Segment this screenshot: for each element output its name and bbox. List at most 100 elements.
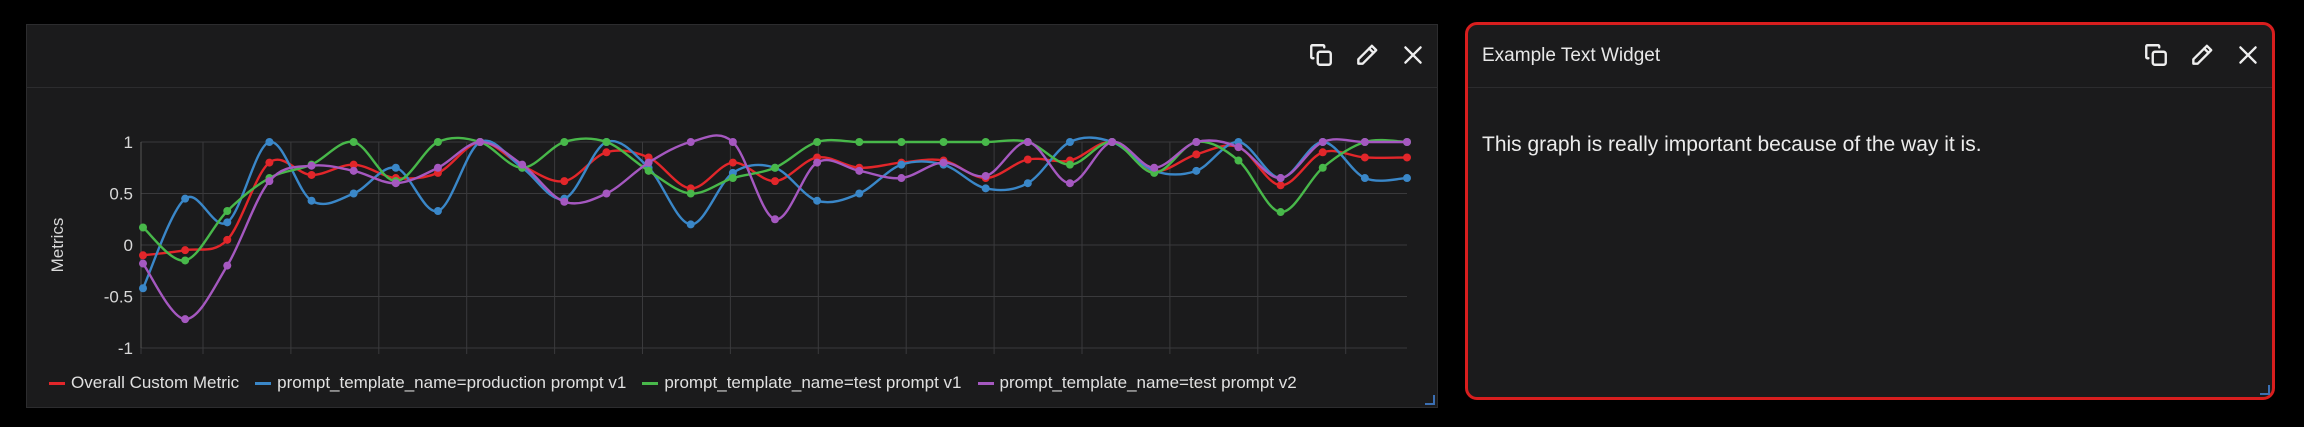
- data-point: [307, 161, 316, 170]
- duplicate-button[interactable]: [1305, 39, 1337, 71]
- y-tick-label: 0.5: [109, 185, 133, 204]
- data-point: [181, 246, 190, 255]
- data-point: [771, 177, 779, 186]
- data-point: [349, 160, 358, 169]
- data-point: [771, 163, 779, 172]
- data-point: [349, 138, 358, 146]
- close-icon: [2239, 46, 2257, 64]
- data-point: [1276, 208, 1285, 217]
- data-point: [686, 189, 695, 198]
- data-point: [855, 166, 864, 175]
- legend-item[interactable]: prompt_template_name=test prompt v1: [642, 373, 962, 393]
- data-point: [1318, 148, 1327, 157]
- data-point: [855, 189, 864, 198]
- legend-swatch: [255, 381, 272, 385]
- y-tick-label: 1: [124, 133, 133, 152]
- text-widget-header: Example Text Widget: [1468, 25, 2272, 88]
- legend-swatch: [49, 381, 65, 385]
- y-tick-label: 0: [124, 236, 133, 255]
- data-point: [1403, 174, 1411, 183]
- text-widget: Example Text Widget This graph is really…: [1465, 22, 2275, 400]
- data-point: [1276, 181, 1285, 190]
- resize-handle[interactable]: [1425, 395, 1435, 405]
- data-point: [771, 215, 779, 224]
- data-point: [897, 138, 906, 146]
- edit-button[interactable]: [1351, 39, 1383, 71]
- chart-widget-header: [27, 25, 1437, 88]
- data-point: [813, 196, 822, 205]
- data-point: [139, 223, 147, 232]
- data-point: [560, 138, 569, 146]
- data-point: [433, 207, 442, 216]
- data-point: [728, 158, 737, 167]
- legend-item[interactable]: prompt_template_name=test prompt v2: [977, 373, 1297, 393]
- data-point: [1065, 138, 1074, 146]
- close-button[interactable]: [1397, 39, 1429, 71]
- text-resize-handle[interactable]: [2260, 385, 2270, 395]
- data-point: [1023, 155, 1032, 164]
- data-point: [1023, 179, 1032, 188]
- data-point: [1150, 163, 1159, 172]
- data-point: [1234, 156, 1243, 165]
- data-point: [518, 160, 527, 169]
- series-line: [141, 136, 1408, 289]
- data-point: [939, 158, 948, 167]
- data-point: [476, 138, 485, 146]
- data-point: [265, 158, 274, 167]
- data-point: [1403, 138, 1411, 146]
- data-point: [1360, 153, 1369, 162]
- text-widget-actions: [2140, 39, 2264, 71]
- data-point: [728, 138, 737, 146]
- data-point: [1023, 138, 1032, 146]
- data-point: [433, 138, 442, 146]
- legend-label: prompt_template_name=test prompt v1: [664, 373, 962, 392]
- data-point: [391, 179, 400, 188]
- line-chart: -1-0.500.517PMDec 15Dec 17Dec 19Dec 21De…: [48, 133, 1411, 357]
- text-widget-body: This graph is really important because o…: [1482, 133, 1982, 156]
- text-edit-button[interactable]: [2186, 39, 2218, 71]
- data-point: [433, 163, 442, 172]
- data-point: [391, 163, 400, 172]
- data-point: [602, 189, 611, 198]
- data-point: [602, 138, 611, 146]
- legend-label: prompt_template_name=production prompt v…: [277, 373, 627, 392]
- data-point: [181, 256, 190, 265]
- data-point: [981, 171, 990, 180]
- legend-item[interactable]: prompt_template_name=production prompt v…: [255, 373, 626, 393]
- data-point: [1065, 160, 1074, 169]
- text-close-button[interactable]: [2232, 39, 2264, 71]
- legend-item[interactable]: Overall Custom Metric: [49, 373, 239, 393]
- text-duplicate-button[interactable]: [2140, 39, 2172, 71]
- data-point: [181, 315, 190, 324]
- y-axis-label: Metrics: [48, 218, 67, 273]
- data-point: [349, 166, 358, 175]
- data-point: [1065, 179, 1074, 188]
- data-point: [1276, 174, 1285, 183]
- data-point: [349, 189, 358, 198]
- legend-label: prompt_template_name=test prompt v2: [999, 373, 1297, 392]
- duplicate-icon: [2145, 44, 2167, 66]
- data-point: [223, 207, 232, 216]
- data-point: [939, 138, 948, 146]
- data-point: [1360, 138, 1369, 146]
- series-line: [142, 136, 1408, 262]
- data-point: [1318, 163, 1327, 172]
- pencil-icon: [2192, 44, 2213, 65]
- data-point: [1318, 138, 1327, 146]
- data-point: [813, 158, 822, 167]
- data-point: [1192, 166, 1201, 175]
- series-line: [142, 140, 1408, 257]
- data-point: [1192, 138, 1201, 146]
- data-point: [644, 166, 653, 175]
- data-point: [602, 148, 611, 157]
- chart-widget-actions: [1305, 39, 1429, 71]
- data-point: [686, 220, 695, 229]
- data-point: [981, 138, 990, 146]
- data-point: [223, 235, 232, 244]
- data-point: [1192, 150, 1201, 159]
- legend-swatch: [642, 381, 659, 385]
- data-point: [139, 251, 147, 260]
- data-point: [981, 184, 990, 193]
- data-point: [139, 259, 147, 268]
- data-point: [1234, 143, 1243, 152]
